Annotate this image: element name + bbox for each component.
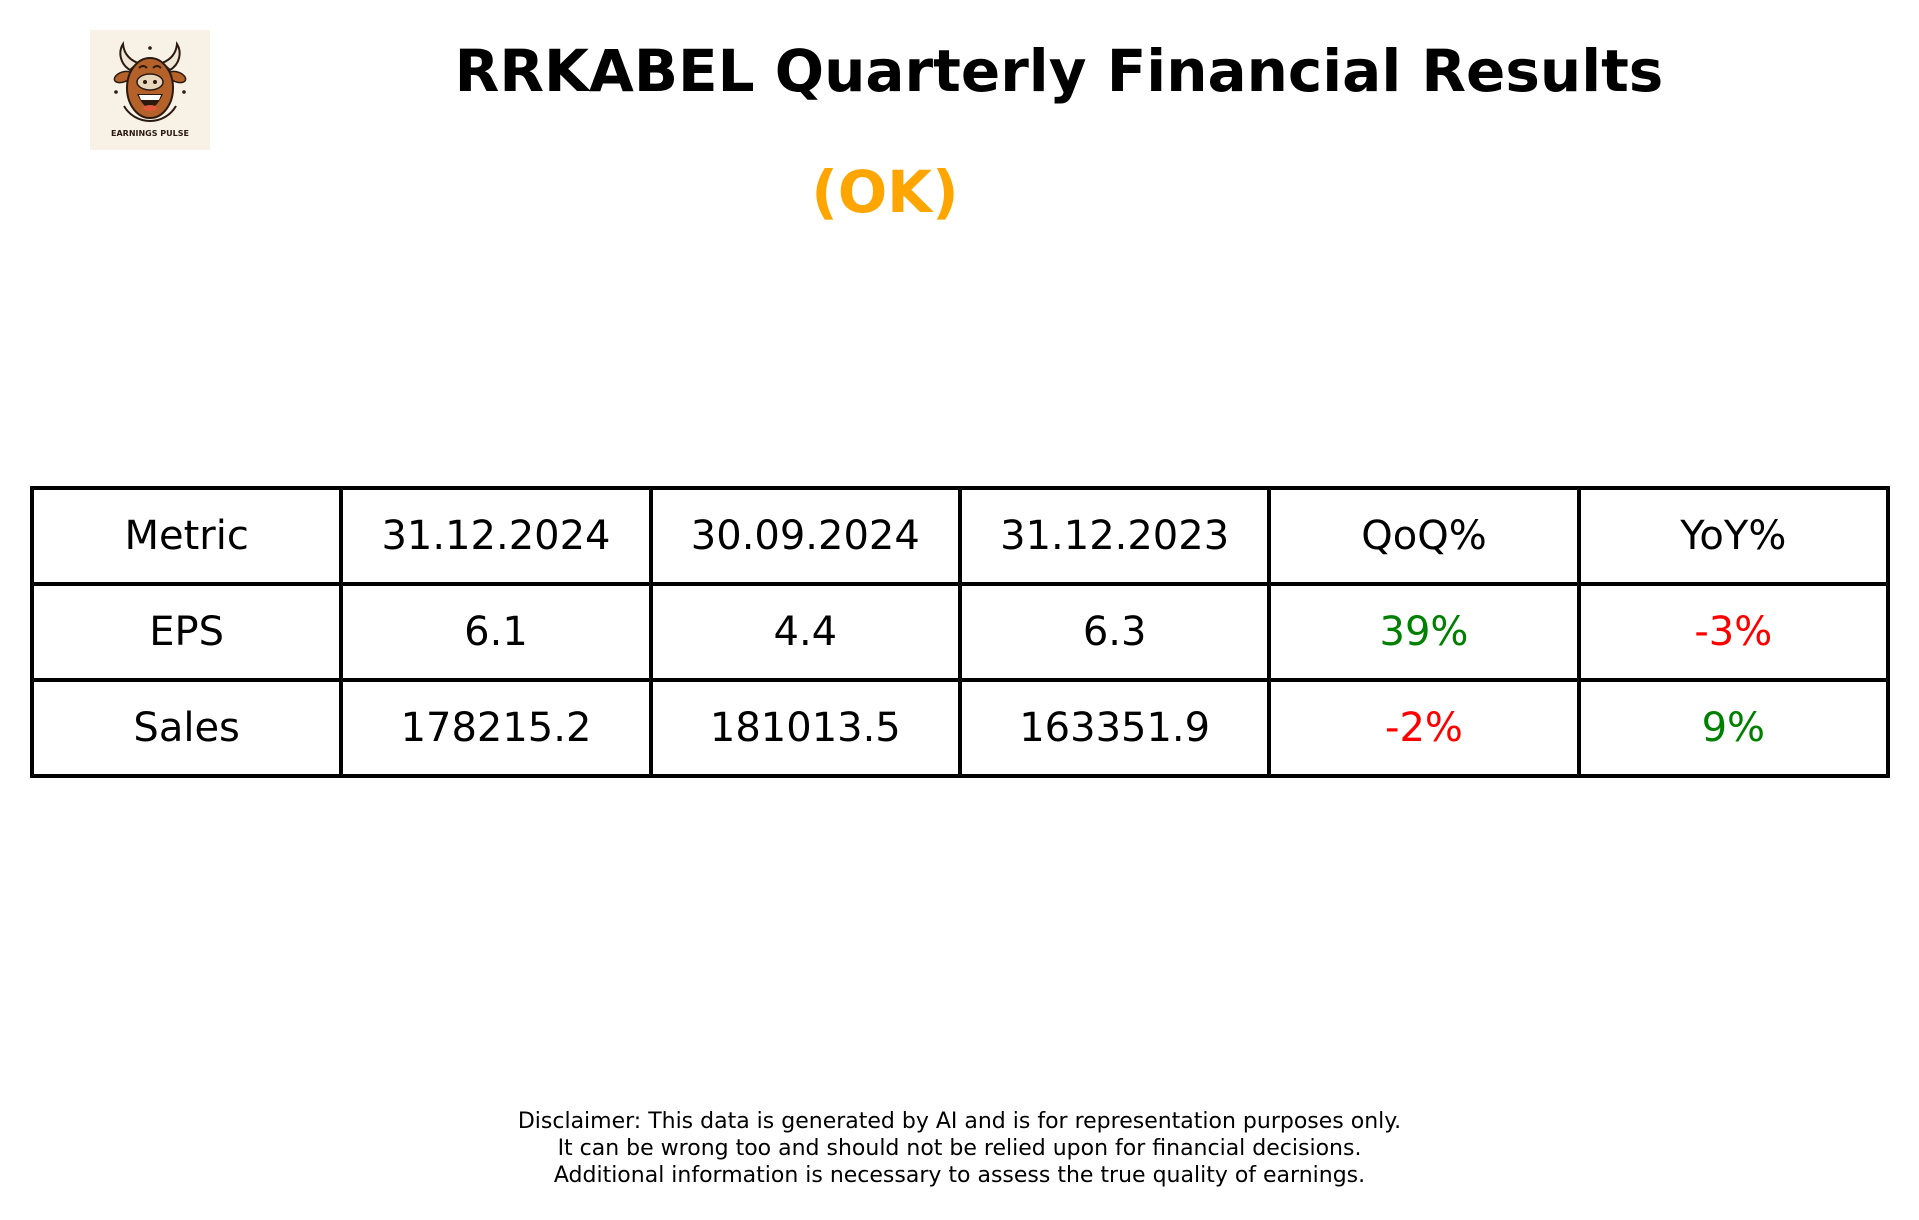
table-row-eps: EPS 6.1 4.4 6.3 39% -3% (29, 582, 1891, 682)
qoq-change: 39% (1267, 582, 1581, 682)
disclaimer-line: Additional information is necessary to a… (553, 1163, 1366, 1188)
rating-badge: (OK) (811, 158, 959, 226)
value-cell: 6.3 (957, 582, 1272, 682)
yoy-change: -3% (1576, 582, 1891, 682)
disclaimer: Disclaimer: This data is generated by AI… (0, 1108, 1919, 1189)
column-header-yoy: YoY% (1576, 486, 1891, 586)
value-cell: 178215.2 (339, 678, 653, 778)
disclaimer-line: It can be wrong too and should not be re… (557, 1136, 1362, 1161)
value-cell: 163351.9 (957, 678, 1272, 778)
column-header-previous-quarter: 30.09.2024 (648, 486, 962, 586)
page-title: RRKABEL Quarterly Financial Results (454, 37, 1664, 105)
column-header-current-quarter: 31.12.2024 (339, 486, 653, 586)
value-cell: 6.1 (339, 582, 653, 682)
qoq-change: -2% (1267, 678, 1581, 778)
column-header-qoq: QoQ% (1267, 486, 1581, 586)
metric-label: Sales (29, 678, 344, 778)
yoy-change: 9% (1576, 678, 1891, 778)
value-cell: 4.4 (648, 582, 962, 682)
value-cell: 181013.5 (648, 678, 962, 778)
bull-mascot-icon: EARNINGS PULSE (90, 30, 210, 150)
disclaimer-line: Disclaimer: This data is generated by AI… (517, 1109, 1402, 1134)
earnings-pulse-logo: EARNINGS PULSE (90, 30, 210, 150)
svg-text:EARNINGS PULSE: EARNINGS PULSE (111, 129, 189, 138)
table-row-sales: Sales 178215.2 181013.5 163351.9 -2% 9% (29, 678, 1891, 778)
metric-label: EPS (29, 582, 344, 682)
column-header-metric: Metric (29, 486, 344, 586)
financial-results-table: Metric 31.12.2024 30.09.2024 31.12.2023 … (29, 486, 1891, 778)
table-header-row: Metric 31.12.2024 30.09.2024 31.12.2023 … (29, 486, 1891, 586)
column-header-year-ago-quarter: 31.12.2023 (957, 486, 1272, 586)
